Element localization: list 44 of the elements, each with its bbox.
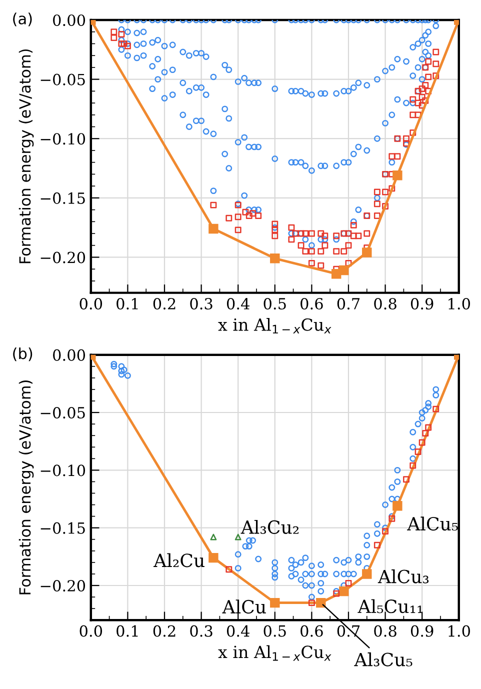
x-tick-label: 0.4 bbox=[226, 298, 250, 310]
y-tick-label: −0.15 bbox=[40, 192, 85, 204]
y-tick-label: −0.15 bbox=[40, 522, 85, 534]
annotation: AlCu bbox=[222, 600, 266, 614]
x-tick-label: 1.0 bbox=[448, 625, 470, 637]
chart-title: (b) bbox=[13, 347, 32, 362]
annotation: Al₂Cu bbox=[154, 553, 204, 568]
x-tick-label: 0.9 bbox=[410, 625, 434, 637]
x-tick-label: 0.3 bbox=[190, 298, 212, 310]
x-tick-label: 0.8 bbox=[374, 625, 396, 637]
y-tick-label: −0.10 bbox=[40, 133, 86, 145]
x-tick-label: 0.2 bbox=[153, 298, 176, 310]
x-tick-label: 0.7 bbox=[337, 298, 360, 310]
y-tick-label: −0.05 bbox=[40, 74, 85, 86]
x-tick-label: 0.8 bbox=[374, 298, 396, 310]
x-tick-label: 0.0 bbox=[80, 298, 102, 310]
annotation: Al₃Cu₂ bbox=[240, 520, 298, 534]
chart-title: (a) bbox=[13, 12, 32, 26]
y-tick-label: 0.00 bbox=[53, 14, 86, 26]
annotation: AlCu₅ bbox=[407, 516, 458, 531]
y-axis-title: Formation energy (eV/atom) bbox=[18, 380, 34, 594]
y-tick-label: −0.10 bbox=[40, 464, 86, 476]
x-axis-title: x in Al$_{1−x}$Cu$_{x}$ bbox=[218, 318, 332, 334]
x-tick-label: 1.0 bbox=[448, 298, 470, 310]
x-tick-label: 0.1 bbox=[116, 298, 138, 310]
x-tick-label: 0.1 bbox=[116, 625, 138, 637]
x-axis-title: x in Al$_{1−x}$Cu$_{x}$ bbox=[218, 645, 332, 661]
annotation: Al₅Cu₁₁ bbox=[358, 599, 422, 614]
x-tick-label: 0.0 bbox=[80, 625, 102, 637]
annotation: Al₃Cu₅ bbox=[354, 652, 412, 666]
x-tick-label: 0.5 bbox=[264, 298, 286, 310]
y-tick-label: −0.20 bbox=[40, 580, 86, 592]
y-axis-title: Formation energy (eV/atom) bbox=[18, 49, 34, 264]
x-tick-label: 0.9 bbox=[410, 298, 434, 310]
annotation: AlCu₃ bbox=[378, 569, 429, 584]
x-tick-label: 0.4 bbox=[226, 625, 250, 637]
x-tick-label: 0.3 bbox=[190, 625, 212, 637]
x-tick-label: 0.6 bbox=[300, 298, 323, 310]
y-tick-label: 0.00 bbox=[53, 349, 86, 361]
x-tick-label: 0.5 bbox=[264, 625, 286, 637]
x-tick-label: 0.2 bbox=[153, 625, 176, 637]
x-tick-label: 0.6 bbox=[300, 625, 323, 637]
y-tick-label: −0.20 bbox=[40, 252, 86, 264]
y-tick-label: −0.05 bbox=[40, 406, 85, 419]
